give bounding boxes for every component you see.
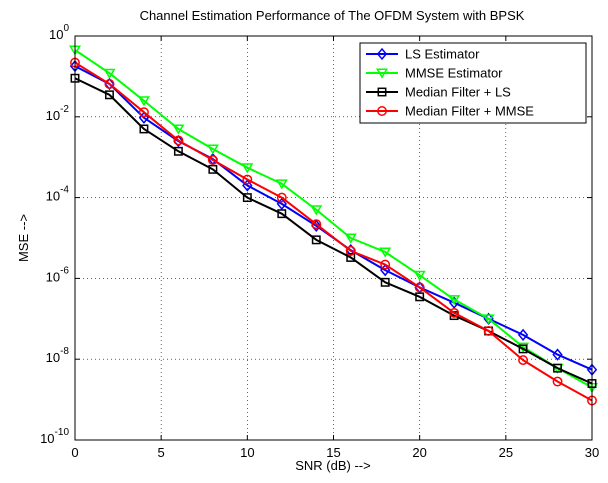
y-tick-label: 010: [49, 23, 69, 42]
y-tick-exponent: 0: [63, 23, 69, 34]
data-point: [518, 344, 528, 354]
data-point: [139, 124, 149, 134]
series-median-filter-ls: [70, 73, 597, 388]
y-tick-label: -210: [46, 104, 70, 123]
data-point: [311, 235, 321, 245]
x-axis-label: SNR (dB) -->: [295, 458, 370, 473]
series-layer: [68, 45, 599, 406]
legend-box: [359, 42, 587, 124]
legend-label: MMSE Estimator: [405, 66, 503, 81]
x-tick-label: 15: [326, 445, 340, 460]
data-point: [276, 192, 287, 203]
data-point: [310, 205, 323, 216]
legend-item: MMSE Estimator: [366, 66, 503, 81]
x-tick-label: 0: [71, 445, 78, 460]
data-point: [104, 79, 115, 89]
data-point: [275, 179, 288, 190]
data-point: [105, 90, 114, 100]
axis-ticks: [74, 35, 593, 441]
data-point: [553, 363, 562, 373]
data-point: [345, 245, 356, 256]
legend-marker: [375, 68, 389, 79]
y-tick-exponent: -6: [60, 265, 69, 276]
y-tick-label: -810: [46, 346, 70, 365]
series-line: [74, 77, 593, 385]
data-point: [448, 295, 461, 306]
y-tick-exponent: -10: [55, 427, 70, 438]
data-point: [344, 233, 357, 244]
data-point: [173, 135, 184, 146]
y-tick-base: 10: [46, 350, 60, 365]
data-point: [379, 247, 392, 258]
series-line: [74, 49, 593, 389]
legend-item: Median Filter + MMSE: [366, 104, 534, 119]
y-tick-exponent: -4: [60, 185, 69, 196]
chart-title: Channel Estimation Performance of The OF…: [140, 8, 525, 23]
data-point: [241, 163, 254, 174]
data-point: [208, 164, 218, 174]
x-tick-label: 10: [240, 445, 254, 460]
x-tick-label: 20: [412, 445, 426, 460]
data-point: [414, 282, 425, 293]
data-point: [172, 124, 185, 135]
data-point: [415, 292, 425, 302]
y-tick-base: 10: [40, 431, 54, 446]
x-tick-labels: 0 5 10 15 20 25 30: [71, 445, 599, 460]
legend-item: Median Filter + LS: [366, 85, 511, 100]
data-point: [207, 155, 218, 166]
y-tick-base: 10: [46, 269, 60, 284]
legend-marker: [377, 106, 387, 116]
data-point: [413, 270, 426, 281]
x-tick-label: 30: [585, 445, 599, 460]
y-tick-base: 10: [46, 108, 60, 123]
data-point: [137, 96, 150, 107]
legend: LS Estimator MMSE Estimator Median Filter …: [359, 42, 587, 124]
data-point: [518, 355, 529, 366]
y-tick-label: -410: [46, 185, 70, 204]
x-tick-label: 5: [158, 445, 165, 460]
y-tick-label: -610: [46, 265, 70, 284]
data-point: [173, 134, 184, 148]
data-point: [103, 68, 116, 79]
legend-label: LS Estimator: [405, 47, 480, 62]
data-point: [311, 219, 322, 233]
data-point: [276, 197, 287, 211]
data-point: [242, 179, 253, 192]
data-point: [277, 209, 287, 219]
y-tick-base: 10: [46, 189, 60, 204]
data-point: [173, 146, 183, 156]
y-tick-base: 10: [49, 27, 63, 42]
legend-marker: [377, 87, 387, 97]
y-tick-exponent: -8: [60, 346, 69, 357]
legend-label: Median Filter + MMSE: [405, 104, 534, 119]
data-point: [242, 174, 253, 185]
y-axis-label: MSE -->: [16, 214, 31, 262]
data-point: [482, 314, 495, 325]
data-point: [449, 307, 460, 318]
y-tick-exponent: -2: [60, 104, 69, 115]
data-point: [138, 107, 149, 118]
series-median-filter-mmse: [70, 57, 597, 406]
data-point: [380, 277, 390, 287]
legend-item: LS Estimator: [366, 47, 480, 62]
data-point: [552, 348, 563, 361]
data-point: [206, 144, 219, 155]
data-point: [517, 328, 529, 342]
data-point: [483, 326, 494, 336]
data-point: [380, 259, 391, 270]
series-line: [74, 61, 593, 402]
data-point: [242, 193, 252, 203]
data-point: [346, 253, 356, 262]
legend-label: Median Filter + LS: [405, 85, 511, 100]
data-point: [552, 376, 563, 387]
x-tick-label: 25: [499, 445, 513, 460]
data-point: [311, 219, 322, 230]
legend-marker: [376, 47, 388, 61]
grid: [75, 36, 592, 440]
